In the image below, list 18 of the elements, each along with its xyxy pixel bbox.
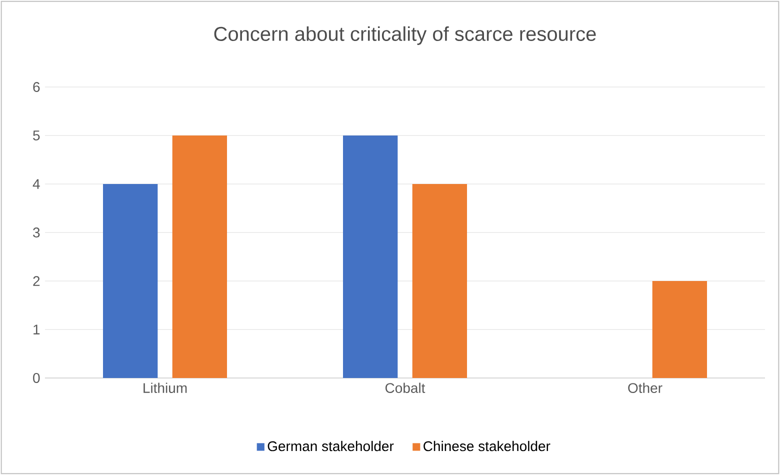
bar	[103, 184, 158, 378]
y-tick-label: 5	[33, 130, 40, 140]
y-tick-label: 3	[33, 228, 40, 238]
bar	[652, 281, 708, 378]
y-tick-label: 0	[33, 373, 40, 383]
x-tick-label: Cobalt	[385, 382, 426, 393]
y-tick-label: 2	[33, 276, 40, 286]
bar	[412, 184, 468, 378]
chart-title: Concern about criticality of scarce resource	[214, 26, 596, 45]
y-tick-label: 4	[32, 179, 40, 189]
bar	[343, 136, 398, 378]
bar	[172, 136, 228, 378]
y-tick-label: 6	[33, 82, 40, 92]
x-tick-label: Lithium	[144, 382, 187, 393]
y-tick-label: 1	[34, 324, 40, 334]
x-tick-label: Other	[628, 382, 662, 393]
legend-label: Chinese stakeholder	[424, 440, 550, 452]
legend-label: German stakeholder	[268, 440, 394, 452]
